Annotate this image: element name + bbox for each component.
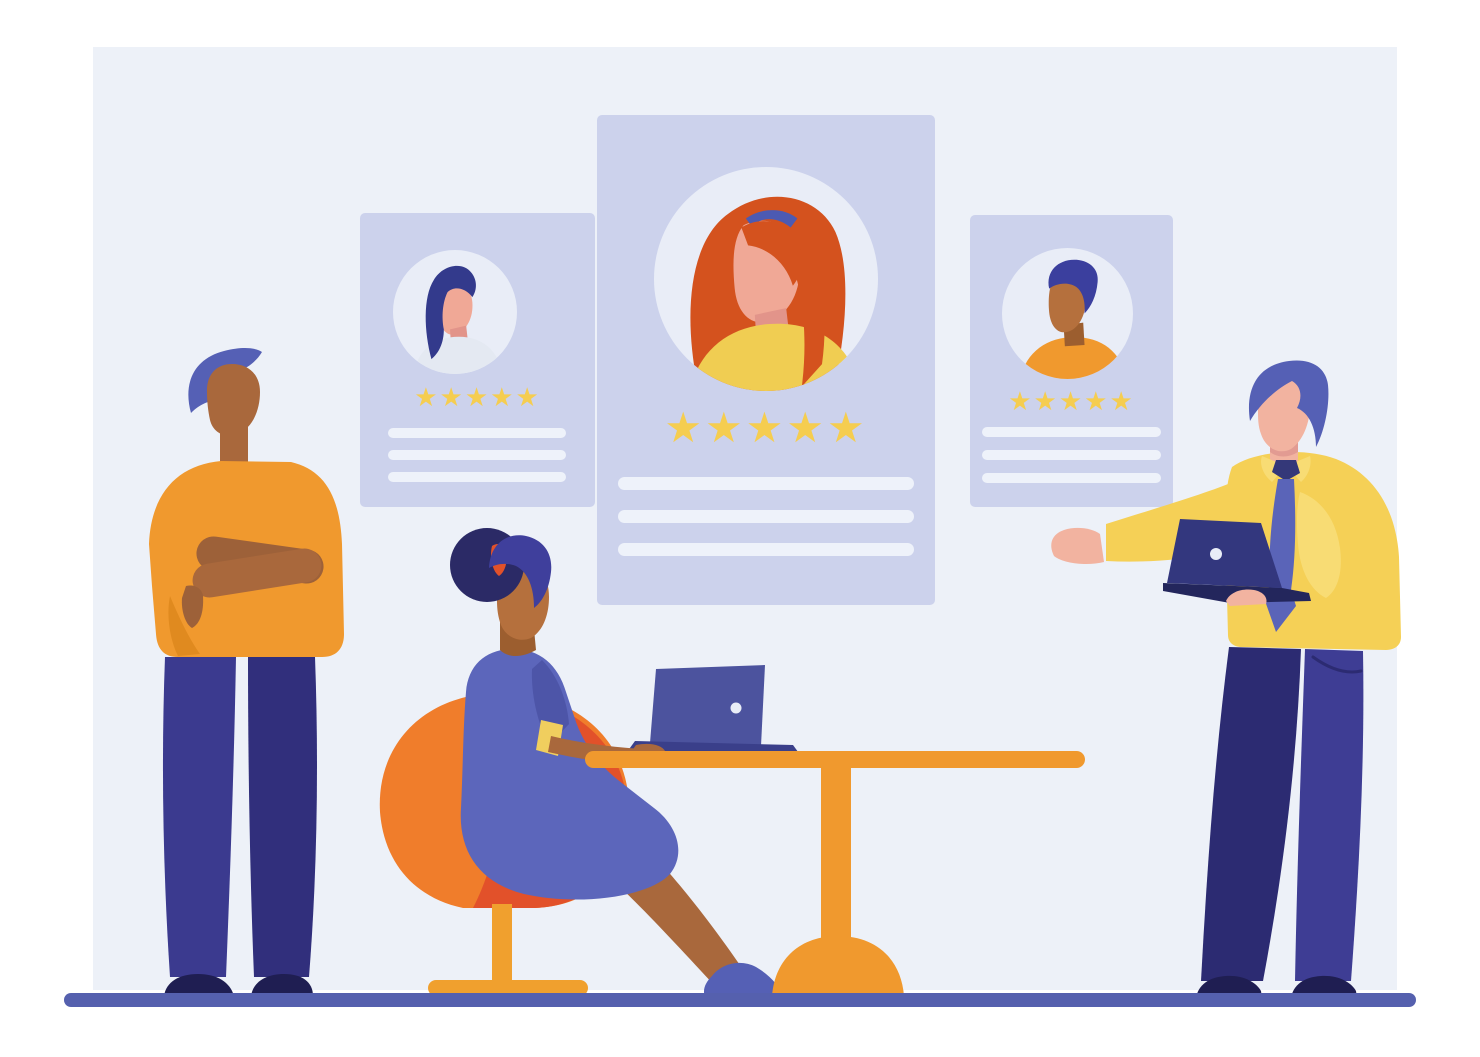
laptop-logo-dot [730, 702, 742, 714]
holding-hand [1226, 589, 1267, 606]
shoe [703, 962, 784, 997]
text-line-bar [982, 450, 1161, 460]
floor-line [64, 993, 1416, 1007]
avatar-3 [1002, 248, 1133, 379]
profile-card-2: ★★★★★ [597, 115, 935, 605]
shirt-highlight [1296, 492, 1341, 598]
shoe [1291, 975, 1357, 998]
held-laptop-screen [1167, 519, 1282, 588]
avatar-woman-ponytail-icon [414, 265, 503, 374]
shoe [251, 974, 313, 996]
rating-stars: ★★★★★ [1008, 387, 1135, 417]
shoe [164, 974, 234, 996]
pant-leg-right [1295, 649, 1364, 981]
rating-stars: ★★★★★ [414, 383, 541, 413]
text-line-bar [388, 450, 566, 460]
chair-stem [492, 904, 512, 984]
forearm-front [192, 548, 322, 598]
standing-man-right [1051, 360, 1401, 998]
round-pedestal-table [585, 751, 1085, 996]
pant-leg-left [162, 657, 236, 977]
seated-woman [450, 528, 788, 999]
rating-stars: ★★★★★ [664, 403, 868, 452]
chair-foot [428, 980, 588, 996]
laptop-logo-dot [1210, 548, 1222, 560]
text-line-bar [618, 543, 914, 556]
text-line-bar [388, 428, 566, 438]
face [206, 364, 260, 436]
table-pedestal [821, 768, 851, 944]
pant-leg-right [248, 657, 317, 977]
table-base [772, 936, 904, 996]
avatar-man-blue-hair-icon [1020, 259, 1127, 379]
text-line-bar [618, 477, 914, 490]
dress [460, 649, 679, 900]
table-top [585, 751, 1085, 768]
profile-card-3: ★★★★★ [970, 215, 1173, 507]
torso-shade [168, 596, 200, 656]
text-line-bar [618, 510, 914, 523]
hair-wrap [489, 535, 552, 608]
avatar-woman-red-hair-icon [689, 196, 861, 391]
pant-leg-left [1201, 647, 1301, 981]
text-line-bar [388, 472, 566, 482]
hair [1248, 360, 1329, 447]
laptop-screen [650, 665, 765, 746]
hand [181, 585, 204, 628]
avatar-1 [393, 250, 517, 374]
pocket-line [1311, 655, 1363, 674]
text-line-bar [982, 427, 1161, 437]
standing-man-left [149, 348, 344, 996]
neck [220, 426, 248, 464]
shoe [1196, 975, 1262, 998]
tie-knot [1272, 460, 1300, 481]
text-line-bar [982, 473, 1161, 483]
avatar-2 [654, 167, 878, 391]
laptop-on-table [627, 665, 801, 756]
open-hand [1051, 527, 1104, 564]
profile-card-1: ★★★★★ [360, 213, 595, 507]
